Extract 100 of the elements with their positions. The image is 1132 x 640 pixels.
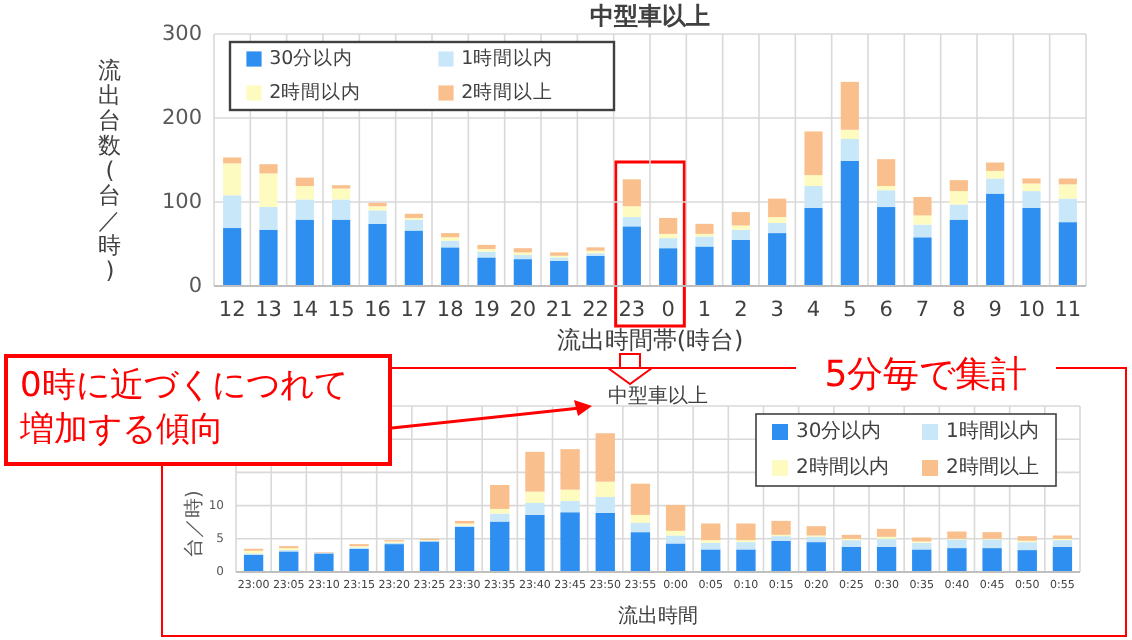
bar [513, 254, 532, 260]
bar [913, 215, 932, 225]
bar [622, 179, 641, 207]
bar [560, 449, 580, 490]
bar [768, 223, 787, 234]
x-tick-label: 19 [473, 298, 500, 322]
bar [665, 535, 686, 544]
bar [982, 539, 1002, 549]
note: 5分毎で集計 [796, 352, 1056, 396]
bar [1022, 207, 1041, 286]
x-tick-label: 18 [436, 298, 464, 322]
y-tick-label: 200 [161, 106, 202, 130]
x-tick-label: 10 [1018, 298, 1045, 322]
bar [986, 162, 1005, 171]
bar [550, 260, 569, 286]
bar [804, 131, 823, 176]
bar [349, 548, 369, 572]
legend-label: 1時間以内 [461, 46, 554, 70]
bar [259, 164, 278, 174]
x-tick-label: 5 [843, 298, 857, 322]
bar [804, 175, 823, 187]
bar [665, 543, 686, 572]
bar [223, 157, 242, 164]
bar [982, 548, 1002, 572]
bar [295, 186, 314, 200]
x-tick-label: 6 [879, 298, 894, 322]
bar [659, 238, 678, 249]
bar [259, 229, 278, 286]
x-tick-label: 12 [218, 298, 246, 322]
bar [731, 212, 750, 226]
x-tick-label: 15 [327, 298, 355, 322]
bar [949, 204, 968, 220]
bar [840, 129, 859, 139]
bar [332, 199, 351, 220]
bar [949, 180, 968, 192]
bar [441, 247, 460, 286]
bar [295, 177, 314, 187]
bar [913, 237, 932, 286]
bar [804, 207, 823, 286]
bar [877, 159, 896, 187]
bar [912, 549, 932, 572]
bar [595, 496, 615, 513]
bar [806, 536, 826, 543]
bar [947, 539, 967, 549]
bar [404, 219, 423, 231]
bar [947, 531, 967, 539]
bar [477, 244, 496, 250]
bar [840, 139, 859, 161]
bar [595, 512, 615, 572]
bar [840, 160, 859, 286]
bar [701, 523, 721, 541]
bar [279, 551, 299, 572]
bar [876, 538, 897, 547]
bar [877, 207, 896, 286]
bar [622, 206, 641, 218]
bar [223, 163, 242, 196]
legend-label: 2時間以内 [796, 455, 889, 479]
bar [771, 520, 791, 535]
x-axis-title: 流出時間 [618, 604, 698, 628]
bar [806, 542, 826, 572]
bar [768, 217, 787, 223]
bar [947, 548, 967, 572]
bar [1022, 191, 1041, 208]
bar [404, 230, 423, 286]
bar [695, 223, 714, 234]
bar [695, 246, 714, 286]
bar [223, 195, 242, 229]
x-tick-label: 1 [697, 298, 712, 322]
x-tick-label: 14 [291, 298, 319, 322]
chart-title: 中型車以上 [608, 384, 708, 408]
bar [1022, 178, 1041, 184]
bar [223, 228, 242, 286]
bar [490, 485, 510, 509]
bar [1052, 546, 1073, 572]
y-tick-label: 0 [188, 274, 202, 298]
y-tick-label: 300 [161, 22, 202, 46]
bar [913, 224, 932, 238]
bar [1052, 540, 1073, 547]
x-tick-label: 11 [1054, 298, 1082, 322]
bar [949, 191, 968, 205]
bar [630, 483, 651, 515]
x-tick-label: 4 [806, 298, 821, 322]
x-tick-label: 22 [582, 298, 609, 322]
bar [368, 223, 387, 286]
bar [490, 521, 510, 572]
legend-label: 2時間以内 [269, 80, 362, 104]
x-tick-label: 20 [509, 298, 537, 322]
bar [595, 433, 615, 482]
bar [731, 239, 750, 286]
bar [332, 219, 351, 286]
bar [622, 226, 641, 286]
bar [986, 178, 1005, 194]
x-tick-label: 9 [988, 298, 1002, 322]
bar [560, 512, 580, 572]
legend-label: 2時間以上 [461, 80, 554, 104]
bar [986, 193, 1005, 286]
y-tick-label: 100 [161, 190, 202, 214]
bar [513, 259, 532, 286]
bar [1017, 542, 1037, 551]
x-tick-label: 16 [364, 298, 392, 322]
